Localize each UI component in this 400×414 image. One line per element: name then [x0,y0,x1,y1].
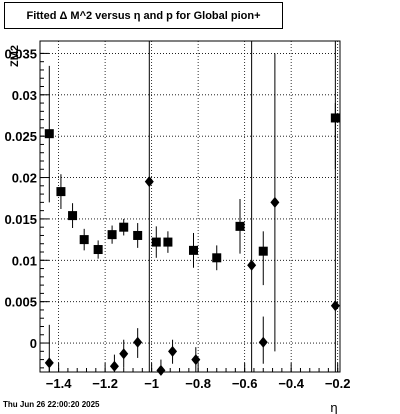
x-tick-label: −1.2 [92,376,118,391]
square-marker [188,245,198,255]
diamond-marker [156,364,166,376]
square-marker [93,245,103,255]
square-marker [56,187,66,197]
y-tick-label: 0 [30,336,37,351]
chart-title: Fitted Δ M^2 versus η and p for Global p… [4,2,283,29]
diamond-marker [330,300,340,312]
diamond-marker [44,357,54,369]
axis-ticks [39,52,339,372]
y-tick-label: 0.01 [12,253,37,268]
y-axis-title: ZM2 [9,45,21,67]
y-tick-label: 0.03 [12,88,37,103]
x-tick-label: −0.4 [278,376,304,391]
square-marker [330,113,340,123]
square-marker [235,221,245,231]
grid-lines [40,41,340,372]
diamond-marker [258,336,268,348]
diamond-marker [191,354,201,366]
square-marker [68,211,78,221]
square-marker [107,230,117,240]
square-marker [151,237,161,247]
plot-frame [39,40,341,373]
diamond-marker [168,345,178,357]
x-tick-label: −0.8 [185,376,211,391]
square-marker [119,222,129,232]
y-tick-label: 0.005 [4,295,37,310]
diamond-marker [270,196,280,208]
diamond-marker [144,176,154,188]
y-tick-label: 0.015 [4,212,37,227]
diamond-marker [133,336,143,348]
diamond-marker [109,360,119,372]
error-bars [48,41,336,372]
x-tick-label: −0.2 [325,376,351,391]
y-tick-label: 0.035 [4,46,37,61]
diamond-marker [119,348,129,360]
square-marker [163,237,173,247]
square-marker [79,235,89,245]
y-tick-label: 0.025 [4,129,37,144]
x-tick-label: −1.4 [46,376,72,391]
timestamp: Thu Jun 26 22:00:20 2025 [3,400,100,409]
data-markers [44,113,340,376]
x-axis-title: η [330,400,337,414]
x-tick-label: −1 [144,376,159,391]
y-tick-label: 0.02 [12,171,37,186]
square-marker [44,129,54,139]
square-marker [212,253,222,263]
square-marker [258,246,268,256]
tick-labels: −1.4 −1.2 −1 −0.8 −0.6 −0.4 −0.2 0 0.005 0.01 0.01… [4,46,350,391]
square-marker [133,230,143,240]
x-tick-label: −0.6 [232,376,258,391]
diamond-marker [247,259,257,271]
